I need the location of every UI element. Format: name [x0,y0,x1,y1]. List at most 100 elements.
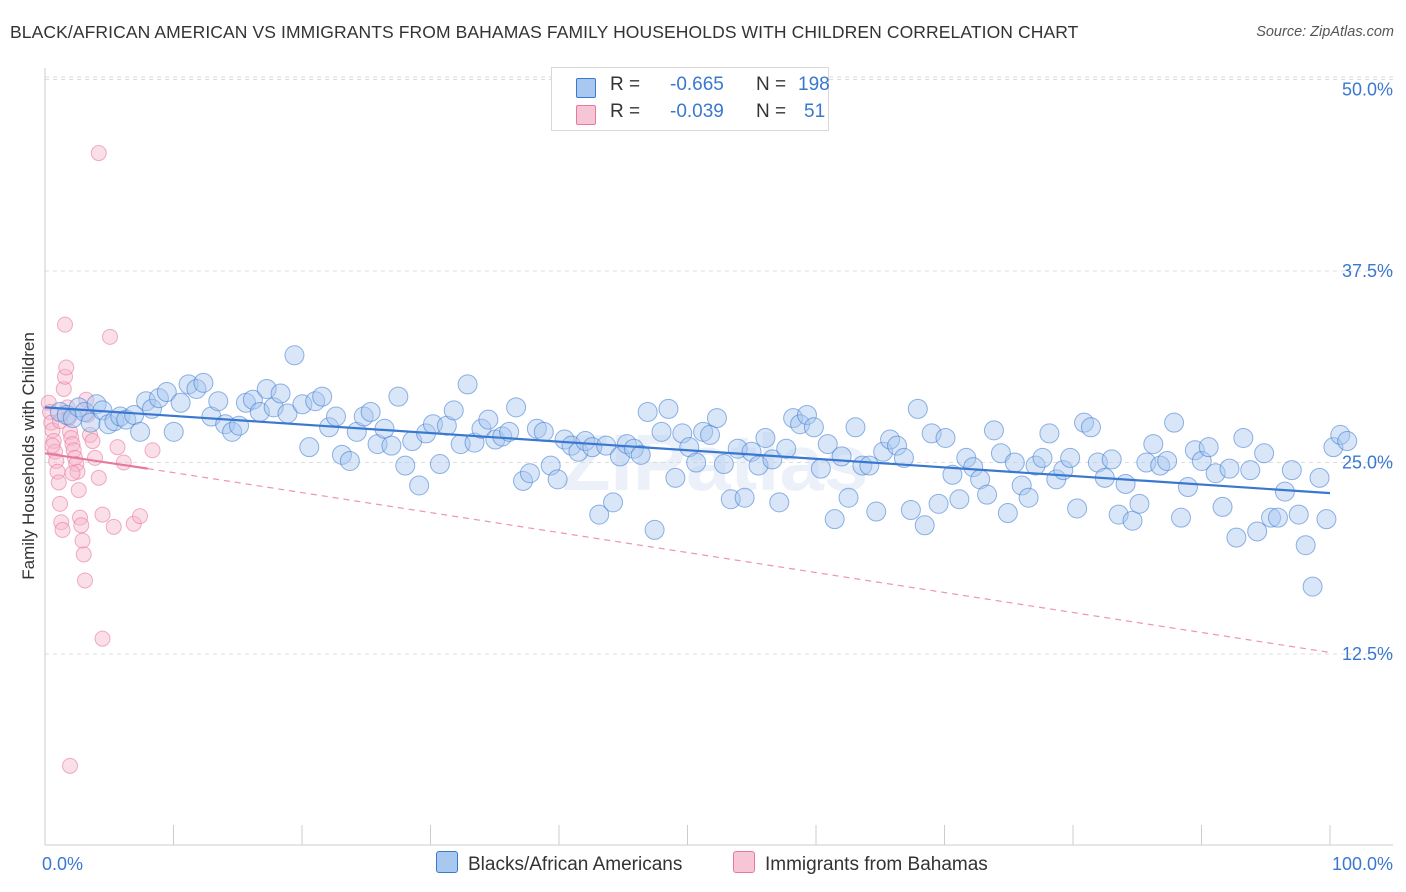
data-point-blue [866,501,887,522]
data-point-blue [1164,412,1185,433]
data-point-blue [429,454,450,475]
data-point-blue [242,389,263,410]
data-point-blue [963,457,984,478]
legend-n-label: N = [756,74,787,95]
data-point-pink [52,495,68,512]
data-point-blue [1018,487,1039,508]
data-point-blue [942,464,963,485]
trend-line-pink [44,452,148,470]
data-point-pink [57,316,73,333]
data-point-blue [1115,473,1136,494]
legend-swatch-blue [576,78,596,98]
data-point-blue [700,424,721,445]
pink-points [40,145,161,774]
x-tick-label: 100.0% [1332,854,1393,874]
data-point-blue [1240,460,1261,481]
data-point-pink [90,145,107,162]
data-point-blue [193,372,214,393]
data-point-blue [1212,496,1233,517]
data-point-blue [1080,417,1101,438]
legend-n-label: N = [756,101,787,122]
data-point-blue [519,463,540,484]
data-point-blue [1247,521,1268,542]
data-point-blue [914,515,935,536]
y-tick-label: 12.5% [1342,644,1393,664]
y-tick-label: 37.5% [1342,261,1393,281]
data-point-blue [755,427,776,448]
data-point-pink [109,439,126,456]
data-point-pink [94,506,111,523]
data-point-blue [163,421,184,442]
data-point-blue [686,452,707,473]
data-point-blue [381,435,402,456]
data-point-blue [1302,576,1323,597]
source-label: Source: ZipAtlas.com [1256,24,1394,40]
data-point-blue [80,412,101,433]
data-point-blue [326,406,347,427]
data-point-blue [928,493,949,514]
data-point-blue [1337,431,1358,452]
data-point-blue [990,443,1011,464]
data-point-blue [130,421,151,442]
data-point-pink [58,359,75,376]
data-point-blue [533,421,554,442]
data-point-pink [87,449,103,466]
trend-lines [44,406,1331,654]
data-point-blue [1288,504,1309,525]
bottom-legend-pink: Immigrants from Bahamas [733,851,988,877]
legend-n-value: 198 [798,74,830,95]
data-point-blue [817,434,838,455]
chart-title: BLACK/AFRICAN AMERICAN VS IMMIGRANTS FRO… [10,22,1079,42]
data-point-blue [665,467,686,488]
data-point-blue [734,487,755,508]
data-point-blue [1219,458,1240,479]
legend-r-value: -0.039 [670,101,724,122]
data-point-pink [102,328,118,345]
data-point-blue [1122,510,1143,531]
y-axis-label: Family Households with Children [19,332,38,580]
data-point-blue [1309,467,1330,488]
data-point-blue [887,435,908,456]
data-point-blue [644,519,665,540]
data-point-pink [55,380,72,397]
data-point-blue [1316,509,1337,530]
data-point-pink [63,429,80,446]
data-point-blue [1032,447,1053,468]
data-point-blue [900,499,921,520]
data-point-blue [292,394,313,415]
correlation-legend: R = -0.665 N = 198 R = -0.039 N = 51 [551,67,830,131]
data-point-blue [776,438,797,459]
data-point-blue [1060,447,1081,468]
data-point-blue [603,492,624,513]
legend-r-value: -0.665 [670,74,724,95]
x-tick-label: 0.0% [42,854,83,874]
data-point-blue [1261,507,1282,528]
data-point-blue [1295,535,1316,556]
data-point-blue [769,492,790,513]
legend-swatch-pink [576,105,596,125]
bottom-legend-swatch-pink [733,851,755,873]
y-tick-label: 25.0% [1342,453,1393,473]
bottom-legend-label: Immigrants from Bahamas [765,854,988,875]
data-point-blue [935,427,956,448]
data-point-pink [94,630,111,647]
data-point-blue [1177,477,1198,498]
data-point-blue [299,437,320,458]
legend-r-label: R = [610,101,641,122]
data-point-pink [74,532,91,549]
data-point-blue [893,447,914,468]
data-point-blue [395,455,416,476]
data-point-pink [144,442,161,459]
data-point-pink [44,437,61,454]
data-point-blue [637,401,658,422]
data-point-blue [1011,475,1032,496]
data-point-blue [1281,460,1302,481]
bottom-legend-label: Blacks/African Americans [468,854,683,875]
data-point-blue [630,444,651,465]
data-point-blue [148,388,169,409]
data-point-blue [983,420,1004,441]
bottom-legend-blue: Blacks/African Americans [436,851,682,877]
data-point-blue [547,469,568,490]
data-point-blue [803,417,824,438]
data-point-blue [170,392,191,413]
